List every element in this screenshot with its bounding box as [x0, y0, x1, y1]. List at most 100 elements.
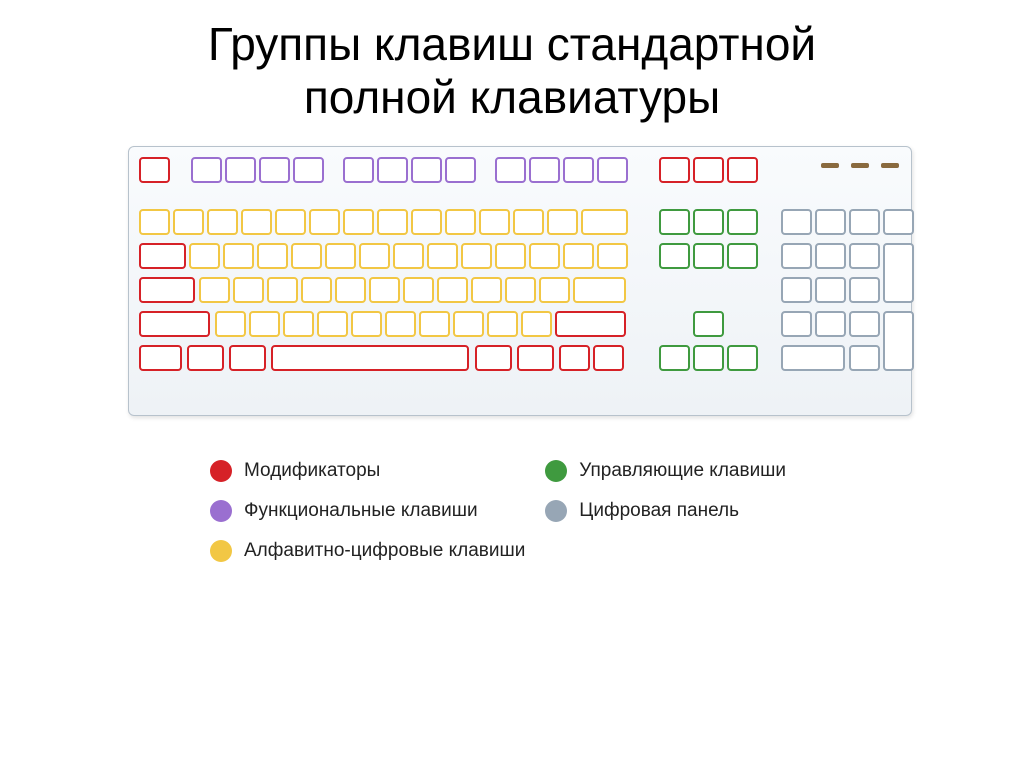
key-numpad: [849, 345, 880, 371]
legend-dot-icon: [545, 500, 567, 522]
key-ctrl: [693, 311, 724, 337]
key-numpad: [815, 277, 846, 303]
legend-column-left: Модификаторы Функциональные клавиши Алфави…: [210, 458, 540, 578]
key-ctrl: [693, 345, 724, 371]
key-numpad: [849, 277, 880, 303]
key-func: [563, 157, 594, 183]
key-ctrl: [727, 209, 758, 235]
key-alnum: [343, 209, 374, 235]
key-alnum: [495, 243, 526, 269]
key-numpad: [883, 243, 914, 303]
key-alnum: [521, 311, 552, 337]
key-alnum: [335, 277, 366, 303]
key-alnum: [189, 243, 220, 269]
legend-item-mod: Модификаторы: [210, 458, 540, 484]
key-alnum: [597, 243, 628, 269]
key-func: [411, 157, 442, 183]
key-func: [191, 157, 222, 183]
key-mod: [139, 157, 170, 183]
key-mod: [139, 277, 195, 303]
key-alnum: [453, 311, 484, 337]
legend-dot-icon: [210, 540, 232, 562]
legend-column-right: Управляющие клавишиЦифровая панель: [545, 458, 835, 538]
key-numpad: [781, 243, 812, 269]
key-alnum: [267, 277, 298, 303]
legend-label: Алфавитно-цифровые клавиши: [244, 540, 525, 562]
key-mod: [559, 345, 590, 371]
key-alnum: [573, 277, 626, 303]
key-alnum: [369, 277, 400, 303]
key-mod: [659, 157, 690, 183]
key-alnum: [317, 311, 348, 337]
key-alnum: [291, 243, 322, 269]
key-alnum: [199, 277, 230, 303]
legend-dot-icon: [210, 500, 232, 522]
key-numpad: [815, 243, 846, 269]
key-alnum: [539, 277, 570, 303]
keyboard-diagram: [129, 147, 911, 415]
key-alnum: [547, 209, 578, 235]
key-alnum: [257, 243, 288, 269]
key-numpad: [781, 345, 845, 371]
key-func: [225, 157, 256, 183]
key-alnum: [385, 311, 416, 337]
key-alnum: [309, 209, 340, 235]
key-func: [529, 157, 560, 183]
legend-label: Функциональные клавиши: [244, 500, 478, 522]
key-func: [445, 157, 476, 183]
key-alnum: [325, 243, 356, 269]
key-alnum: [487, 311, 518, 337]
key-alnum: [529, 243, 560, 269]
legend-label: Цифровая панель: [579, 500, 739, 522]
key-alnum: [403, 277, 434, 303]
key-func: [259, 157, 290, 183]
legend-item-alnum: Алфавитно-цифровые клавиши: [210, 538, 540, 564]
key-alnum: [351, 311, 382, 337]
legend-item-numpad: Цифровая панель: [545, 498, 835, 524]
slide: Группы клавиш стандартной полной клавиат…: [0, 0, 1024, 768]
key-func: [597, 157, 628, 183]
key-mod: [139, 345, 182, 371]
status-led: [821, 163, 839, 168]
key-alnum: [581, 209, 628, 235]
key-alnum: [461, 243, 492, 269]
key-alnum: [505, 277, 536, 303]
key-alnum: [241, 209, 272, 235]
key-alnum: [139, 209, 170, 235]
slide-title: Группы клавиш стандартной полной клавиат…: [0, 0, 1024, 124]
key-mod: [187, 345, 224, 371]
key-numpad: [883, 311, 914, 371]
key-numpad: [849, 209, 880, 235]
key-func: [293, 157, 324, 183]
key-mod: [517, 345, 554, 371]
legend-label: Модификаторы: [244, 460, 380, 482]
key-numpad: [883, 209, 914, 235]
key-numpad: [781, 311, 812, 337]
key-mod: [593, 345, 624, 371]
legend-item-func: Функциональные клавиши: [210, 498, 540, 524]
key-alnum: [223, 243, 254, 269]
keyboard-frame: [128, 146, 912, 416]
key-alnum: [393, 243, 424, 269]
key-alnum: [377, 209, 408, 235]
key-mod: [139, 311, 210, 337]
legend-dot-icon: [545, 460, 567, 482]
key-mod: [727, 157, 758, 183]
key-alnum: [359, 243, 390, 269]
key-ctrl: [659, 209, 690, 235]
key-alnum: [249, 311, 280, 337]
key-alnum: [283, 311, 314, 337]
title-line-2: полной клавиатуры: [304, 71, 720, 123]
key-mod: [693, 157, 724, 183]
title-line-1: Группы клавиш стандартной: [208, 18, 816, 70]
key-alnum: [173, 209, 204, 235]
key-alnum: [471, 277, 502, 303]
key-alnum: [445, 209, 476, 235]
key-mod: [271, 345, 469, 371]
key-ctrl: [727, 345, 758, 371]
key-alnum: [563, 243, 594, 269]
key-func: [495, 157, 526, 183]
key-ctrl: [727, 243, 758, 269]
key-alnum: [275, 209, 306, 235]
status-led: [881, 163, 899, 168]
